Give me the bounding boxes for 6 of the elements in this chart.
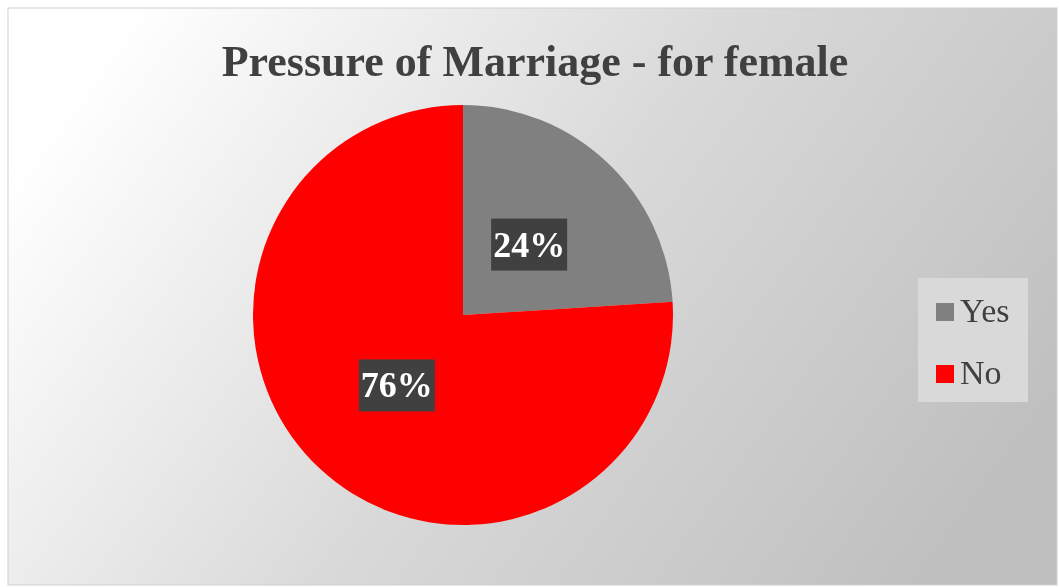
chart-title: Pressure of Marriage - for female bbox=[221, 37, 849, 86]
legend-label: Yes bbox=[960, 292, 1010, 329]
data-label: 76% bbox=[360, 365, 433, 406]
pie-slice bbox=[253, 105, 673, 525]
data-label: 24% bbox=[493, 224, 566, 265]
legend-label: No bbox=[960, 354, 1002, 391]
